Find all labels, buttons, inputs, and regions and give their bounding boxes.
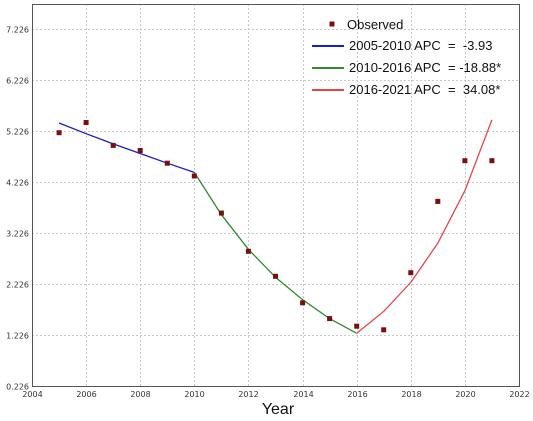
observed-point [56, 130, 62, 136]
y-tick-label: 3.226 [6, 230, 29, 239]
legend-observed-marker [329, 21, 335, 27]
observed-point [245, 248, 251, 254]
y-tick-label: 5.226 [6, 128, 29, 137]
observed-point [435, 198, 441, 204]
y-tick-label: 0.226 [6, 383, 29, 392]
y-axis-ticks: 0.226 1.226 2.226 3.226 4.226 5.226 6.226 7.226 [6, 26, 29, 392]
x-tick-label: 2014 [293, 390, 313, 399]
x-axis-ticks: 2004 2006 2008 2010 2012 2014 2016 2018 2020 2022 [22, 390, 529, 399]
x-axis-title: Year [262, 401, 295, 418]
y-tick-label: 2.226 [6, 281, 29, 290]
observed-point [381, 327, 387, 333]
legend-label-segment-1: 2005-2010 APC = -3.93 [349, 38, 492, 53]
x-tick-label: 2006 [76, 390, 96, 399]
observed-point [137, 148, 143, 153]
observed-point [110, 142, 116, 148]
regression-line-segment-1 [58, 122, 195, 174]
y-tick-label: 6.226 [6, 77, 29, 86]
observed-point [164, 160, 170, 166]
observed-point [327, 316, 333, 322]
observed-points [56, 120, 495, 333]
y-tick-label: 4.226 [6, 179, 29, 188]
x-tick-label: 2020 [455, 390, 475, 399]
observed-point [300, 300, 306, 306]
legend: Observed 2005-2010 APC = -3.93 2010-2016… [312, 17, 501, 97]
legend-observed-label: Observed [347, 17, 403, 32]
observed-point [83, 120, 89, 125]
x-tick-label: 2008 [130, 390, 150, 399]
observed-point [489, 158, 495, 164]
observed-point [218, 210, 224, 216]
plot-frame [32, 4, 520, 387]
regression-line-segment-3 [356, 119, 493, 334]
x-tick-label: 2022 [509, 390, 529, 399]
observed-point [191, 173, 197, 179]
observed-point [273, 273, 278, 279]
observed-point [462, 158, 468, 164]
x-tick-label: 2010 [184, 390, 204, 399]
legend-label-segment-2: 2010-2016 APC = -18.88* [349, 60, 501, 75]
x-tick-label: 2012 [238, 390, 258, 399]
x-tick-label: 2004 [22, 390, 42, 399]
x-tick-label: 2016 [347, 390, 367, 399]
y-tick-label: 1.226 [6, 332, 29, 341]
x-tick-label: 2018 [401, 390, 421, 399]
legend-label-segment-3: 2016-2021 APC = 34.08* [349, 82, 500, 97]
observed-point [354, 323, 360, 329]
observed-point [408, 270, 414, 276]
y-tick-label: 7.226 [6, 26, 29, 35]
